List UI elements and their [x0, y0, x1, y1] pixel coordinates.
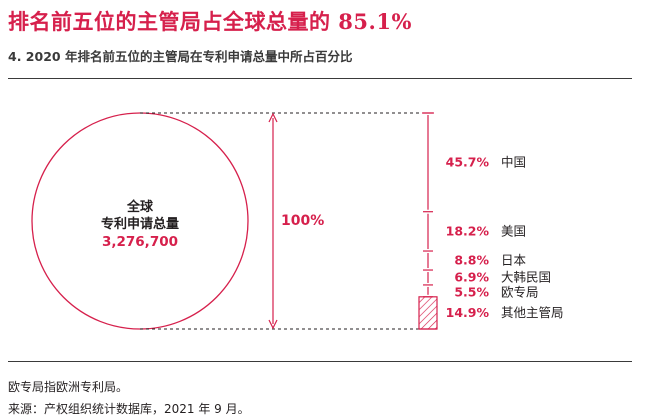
total-value: 3,276,700: [102, 234, 178, 250]
bottom-rule: [8, 361, 632, 362]
segment-category-label-1: 美国: [501, 223, 526, 238]
top-rule: [8, 78, 632, 79]
share-column: 45.7% 中国 18.2% 美国 8.8% 日本 6.9% 大韩民国 5.5% 欧专局 14.9%…: [418, 112, 564, 330]
chart-title: 排名前五位的主管局占全球总量的 85.1%: [8, 9, 412, 34]
segment-value-label-2: 8.8%: [454, 253, 489, 268]
note-text: 欧专局指欧洲专利局。: [8, 380, 129, 394]
chart-subtitle: 4. 2020 年排名前五位的主管局在专利申请总量中所占百分比: [8, 49, 353, 64]
circle-label-line2: 专利申请总量: [101, 216, 179, 232]
segment-category-label-3: 大韩民国: [501, 269, 551, 284]
total-percent-label: 100%: [281, 213, 324, 229]
segment-value-label-3: 6.9%: [454, 269, 489, 284]
footnotes: 欧专局指欧洲专利局。 来源：产权组织统计数据库，2021 年 9 月。: [8, 376, 250, 420]
total-arrow-head-down: [268, 319, 278, 330]
segment-category-label-0: 中国: [501, 154, 526, 169]
total-arrow-head-up: [268, 112, 278, 123]
segment-other-hatch: [418, 296, 438, 330]
source-text: 来源：产权组织统计数据库，2021 年 9 月。: [8, 402, 250, 416]
segment-category-label-2: 日本: [501, 253, 527, 268]
circle-label-line1: 全球: [126, 199, 154, 215]
segment-value-label-5: 14.9%: [446, 305, 490, 320]
segment-value-label-4: 5.5%: [454, 284, 489, 299]
segment-value-label-1: 18.2%: [446, 223, 490, 238]
segment-category-label-4: 欧专局: [501, 284, 539, 299]
segment-category-label-5: 其他主管局: [501, 305, 564, 320]
segment-value-label-0: 45.7%: [446, 154, 490, 169]
